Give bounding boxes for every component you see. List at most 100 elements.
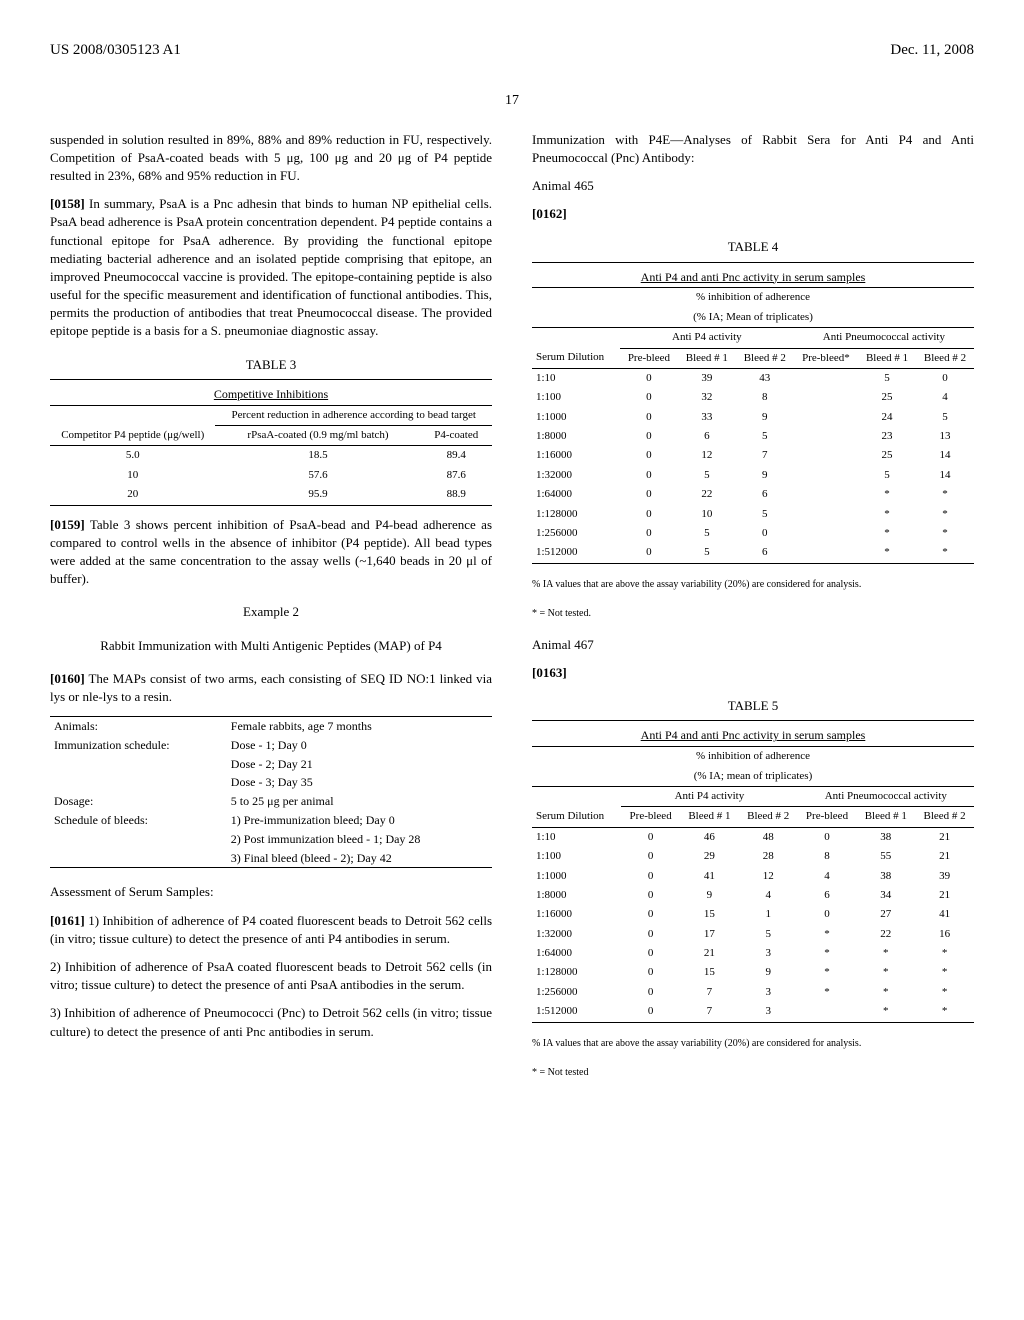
para: Immunization with P4E—Analyses of Rabbit… <box>532 131 974 167</box>
table-cell: 9 <box>739 963 798 982</box>
table-footnote: * = Not tested <box>532 1066 974 1080</box>
table-5-title: TABLE 5 <box>532 697 974 715</box>
table-cell: 5 <box>678 466 736 485</box>
table-cell: 21 <box>915 886 974 905</box>
table-cell: * <box>798 944 857 963</box>
para: 2) Inhibition of adherence of PsaA coate… <box>50 958 492 994</box>
table-footnote: % IA values that are above the assay var… <box>532 1037 974 1051</box>
table-cell: 6 <box>736 543 794 563</box>
table-cell <box>794 427 858 446</box>
table-cell: 4 <box>739 886 798 905</box>
table-cell: 1:16000 <box>532 905 621 924</box>
table-cell: 4 <box>916 388 974 407</box>
para-text: 1) Inhibition of adherence of P4 coated … <box>50 913 492 946</box>
table-cell: 0 <box>620 388 678 407</box>
table-cell: 7 <box>680 1002 739 1022</box>
table-cell: 38 <box>856 867 915 886</box>
table-cell: 5 <box>678 543 736 563</box>
para: [0160] The MAPs consist of two arms, eac… <box>50 670 492 706</box>
table-cell: 5 <box>736 427 794 446</box>
table-5: Anti P4 and anti Pnc activity in serum s… <box>532 720 974 1026</box>
table-cell: 38 <box>856 827 915 847</box>
table-cell: 1:8000 <box>532 886 621 905</box>
definition-list: Animals:Female rabbits, age 7 months Imm… <box>50 716 492 868</box>
table-cell: * <box>856 944 915 963</box>
page-header: US 2008/0305123 A1 Dec. 11, 2008 <box>50 40 974 61</box>
table-cell: 1:512000 <box>532 543 620 563</box>
table-cell: 1:16000 <box>532 446 620 465</box>
table-cell: 41 <box>915 905 974 924</box>
table-cell <box>798 1002 857 1022</box>
table-cell: 12 <box>739 867 798 886</box>
para: [0161] 1) Inhibition of adherence of P4 … <box>50 912 492 948</box>
table-cell: 0 <box>621 867 680 886</box>
table-cell: 24 <box>858 408 916 427</box>
table-cell: 0 <box>798 827 857 847</box>
animal-head: Animal 465 <box>532 177 974 195</box>
table-cell: 10 <box>678 505 736 524</box>
table-cell: 3 <box>739 944 798 963</box>
table-cell: * <box>916 524 974 543</box>
table-cell: 0 <box>621 905 680 924</box>
table-cell: 29 <box>680 847 739 866</box>
table-4: Anti P4 and anti Pnc activity in serum s… <box>532 262 974 568</box>
table-footnote: % IA values that are above the assay var… <box>532 578 974 592</box>
table-cell: 43 <box>736 368 794 388</box>
doc-id: US 2008/0305123 A1 <box>50 40 181 61</box>
table-cell: 14 <box>916 446 974 465</box>
table-cell: 0 <box>620 505 678 524</box>
table-cell: 23 <box>858 427 916 446</box>
table-cell: 0 <box>621 827 680 847</box>
table-cell: 4 <box>798 867 857 886</box>
table-cell: * <box>856 963 915 982</box>
table-cell: 9 <box>736 466 794 485</box>
table-cell: 1:128000 <box>532 505 620 524</box>
table-cell: 3 <box>739 1002 798 1022</box>
table-cell: 5 <box>739 925 798 944</box>
animal-head: Animal 467 <box>532 636 974 654</box>
para-num: [0163] <box>532 665 567 680</box>
table-cell: * <box>916 505 974 524</box>
table-cell: 8 <box>736 388 794 407</box>
doc-date: Dec. 11, 2008 <box>890 40 974 61</box>
table-cell: 0 <box>621 1002 680 1022</box>
col-header: P4-coated <box>421 426 492 446</box>
table-cell: 28 <box>739 847 798 866</box>
table-cell: 7 <box>680 983 739 1002</box>
para: [0163] <box>532 664 974 682</box>
table-cell: 25 <box>858 446 916 465</box>
section-head: Assessment of Serum Samples: <box>50 883 492 901</box>
table-cell: 21 <box>680 944 739 963</box>
table-cell: 1:32000 <box>532 925 621 944</box>
table-cell: * <box>798 963 857 982</box>
table-cell: 0 <box>621 944 680 963</box>
table-cell: 22 <box>678 485 736 504</box>
example-title: Example 2 <box>50 603 492 621</box>
para-num: [0161] <box>50 913 85 928</box>
para: suspended in solution resulted in 89%, 8… <box>50 131 492 186</box>
table-cell: 32 <box>678 388 736 407</box>
table-3-title: TABLE 3 <box>50 356 492 374</box>
para: 3) Inhibition of adherence of Pneumococc… <box>50 1004 492 1040</box>
table-cell: 5 <box>858 368 916 388</box>
table-cell: * <box>856 983 915 1002</box>
table-cell: 1:64000 <box>532 944 621 963</box>
table-cell <box>794 505 858 524</box>
table-cell: 6 <box>736 485 794 504</box>
table-cell: 0 <box>798 905 857 924</box>
table-cell: 33 <box>678 408 736 427</box>
table-cell: 5 <box>736 505 794 524</box>
page-number: 17 <box>50 91 974 111</box>
table-subhead: Percent reduction in adherence according… <box>215 405 492 425</box>
table-cell: 0 <box>620 408 678 427</box>
table-cell: 0 <box>736 524 794 543</box>
table-cell <box>794 388 858 407</box>
para-text: The MAPs consist of two arms, each consi… <box>50 671 492 704</box>
table-cell: 1 <box>739 905 798 924</box>
para-text: In summary, PsaA is a Pnc adhesin that b… <box>50 196 492 338</box>
table-cell: 39 <box>678 368 736 388</box>
table-cell: 0 <box>621 886 680 905</box>
para: [0158] In summary, PsaA is a Pnc adhesin… <box>50 195 492 341</box>
table-cell: 21 <box>915 847 974 866</box>
table-cell: 34 <box>856 886 915 905</box>
